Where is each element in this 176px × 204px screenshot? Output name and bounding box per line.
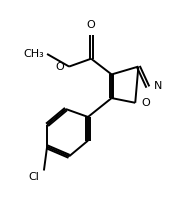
- Text: CH₃: CH₃: [23, 49, 44, 59]
- Text: Cl: Cl: [28, 172, 39, 182]
- Text: O: O: [56, 62, 64, 72]
- Text: O: O: [142, 98, 150, 108]
- Text: N: N: [154, 81, 162, 91]
- Text: O: O: [87, 20, 96, 30]
